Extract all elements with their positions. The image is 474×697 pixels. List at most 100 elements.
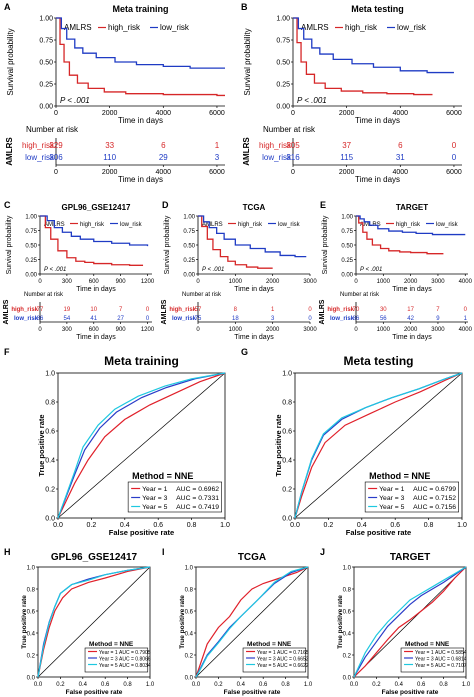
x-tick-label: 4000 xyxy=(156,110,172,117)
y-tick-label: 0.6 xyxy=(27,610,36,616)
y-tick-label: 1.00 xyxy=(39,16,53,23)
method-label: Method = NNE xyxy=(405,641,450,648)
y-tick-label: 0.50 xyxy=(341,244,353,250)
risk-value: 17 xyxy=(407,307,414,313)
legend-auc: AUC = 0.7107 xyxy=(435,663,467,669)
x-tick-label: 1.0 xyxy=(462,682,471,688)
plot-frame xyxy=(294,372,463,519)
legend-auc: AUC = 0.5854 xyxy=(435,650,467,656)
plot-frame xyxy=(37,566,151,678)
x-axis-label: False positive rate xyxy=(109,528,174,537)
y-tick-label: 0.0 xyxy=(27,676,36,682)
risk-value: 1 xyxy=(271,307,275,313)
y-axis-label: Survival probability xyxy=(164,215,171,274)
x-tick-label: 0.8 xyxy=(281,682,290,688)
risk-x-tick-label: 1200 xyxy=(141,327,155,333)
risk-value: 8 xyxy=(234,307,238,313)
x-tick-label: 0.2 xyxy=(214,682,223,688)
y-tick-label: 0.50 xyxy=(25,244,37,250)
risk-value: 7 xyxy=(119,307,123,313)
risk-row-label: high_risk xyxy=(11,307,38,313)
risk-row-label: low_risk xyxy=(330,316,355,322)
x-tick-label: 2000 xyxy=(266,279,280,285)
x-tick-label: 0.8 xyxy=(187,522,197,529)
risk-x-tick-label: 0 xyxy=(354,327,358,333)
risk-value: 86 xyxy=(37,316,44,322)
panel-letter: B xyxy=(241,2,248,12)
risk-x-tick-label: 4000 xyxy=(459,327,473,333)
x-tick-label: 0 xyxy=(196,279,200,285)
risk-value: 18 xyxy=(232,316,239,322)
risk-x-tick-label: 3000 xyxy=(303,327,317,333)
legend-high-label: high_risk xyxy=(345,23,378,32)
x-axis-label: False positive rate xyxy=(382,689,439,696)
risk-value: 31 xyxy=(396,153,405,162)
risk-value: 0 xyxy=(452,153,457,162)
x-axis-label: Time in days xyxy=(234,286,274,293)
risk-side-label: AMLRS xyxy=(3,299,10,324)
legend-auc: AUC = 0.6814 xyxy=(435,657,467,663)
panel-title: Meta testing xyxy=(351,4,404,14)
risk-value: 3 xyxy=(271,316,275,322)
risk-x-tick-label: 2000 xyxy=(339,169,355,176)
legend-low-label: low_risk xyxy=(278,222,301,228)
x-axis-label: Time in days xyxy=(355,116,400,125)
risk-value: 0 xyxy=(452,141,457,150)
risk-x-tick-label: 6000 xyxy=(209,169,225,176)
x-tick-label: 2000 xyxy=(339,110,355,117)
panel-title: TARGET xyxy=(396,203,428,212)
x-tick-label: 0.2 xyxy=(324,522,334,529)
risk-x-tick-label: 1000 xyxy=(229,327,243,333)
risk-value: 7 xyxy=(436,307,440,313)
y-tick-label: 0.6 xyxy=(343,610,352,616)
x-tick-label: 900 xyxy=(116,279,127,285)
p-value: P < .001 xyxy=(60,96,90,105)
risk-x-axis-label: Time in days xyxy=(392,334,432,341)
roc-panel-j: J TARGET 0.00.0 0.2 0.2 0.4 0.4 0.6 0.6 0.8 0.8 1.0… xyxy=(320,547,471,696)
legend-auc: AUC = 0.8034 xyxy=(119,663,151,669)
km-panel-c: C GPL96_GSE12417 0.00 0.25 0.50 0.75 1.00 Survi… xyxy=(3,200,155,341)
risk-side-label: AMLRS xyxy=(319,299,326,324)
panel-title: GPL96_GSE12417 xyxy=(51,552,138,563)
x-tick-label: 0.6 xyxy=(101,682,110,688)
km-panel-e: E TARGET 0.00 0.25 0.50 0.75 1.00 Survival prob… xyxy=(319,200,473,341)
x-tick-label: 0.8 xyxy=(439,682,448,688)
legend-auc: AUC = 0.7152 xyxy=(413,495,456,502)
y-axis-label: True positive rate xyxy=(274,414,283,476)
y-tick-label: 0.00 xyxy=(25,273,37,279)
risk-x-axis-label: Time in days xyxy=(118,175,163,184)
legend-strata: AMLRS xyxy=(202,222,223,228)
x-tick-label: 0.2 xyxy=(372,682,381,688)
legend-high-label: high_risk xyxy=(108,23,141,32)
roc-panel-g: G Meta testing 0.00.0 0.2 0.2 0.4 0.4 0.6 0.6 0.8… xyxy=(241,347,467,537)
y-tick-label: 0.0 xyxy=(45,516,55,523)
p-value: P < .001 xyxy=(360,267,382,273)
risk-x-axis-label: Time in days xyxy=(355,175,400,184)
panel-title: Meta training xyxy=(112,4,168,14)
y-tick-label: 1.0 xyxy=(185,566,194,572)
legend-box xyxy=(364,481,459,513)
y-tick-label: 0.2 xyxy=(45,487,55,494)
risk-x-tick-label: 4000 xyxy=(156,169,172,176)
panel-letter: D xyxy=(162,200,169,210)
legend-auc: AUC = 0.7156 xyxy=(413,504,456,511)
y-tick-label: 0.6 xyxy=(45,429,55,436)
risk-row-label: high_risk xyxy=(327,307,354,313)
panel-title: TCGA xyxy=(238,552,266,563)
x-axis-label: Time in days xyxy=(392,286,432,293)
y-tick-label: 0.00 xyxy=(341,273,353,279)
legend-year: Year = 1 xyxy=(379,486,404,493)
legend-year: Year = 1 xyxy=(415,650,434,656)
risk-value: 37 xyxy=(342,141,351,150)
y-tick-label: 0.25 xyxy=(183,258,195,264)
y-tick-label: 0.25 xyxy=(39,82,53,89)
risk-x-tick-label: 300 xyxy=(62,327,73,333)
y-tick-label: 0.2 xyxy=(27,654,36,660)
roc-curve xyxy=(37,566,151,678)
legend-auc: AUC = 0.8066 xyxy=(119,657,151,663)
x-tick-label: 0 xyxy=(54,110,58,117)
risk-value: 0 xyxy=(308,307,312,313)
x-axis-label: False positive rate xyxy=(224,689,281,696)
y-tick-label: 0.50 xyxy=(183,244,195,250)
